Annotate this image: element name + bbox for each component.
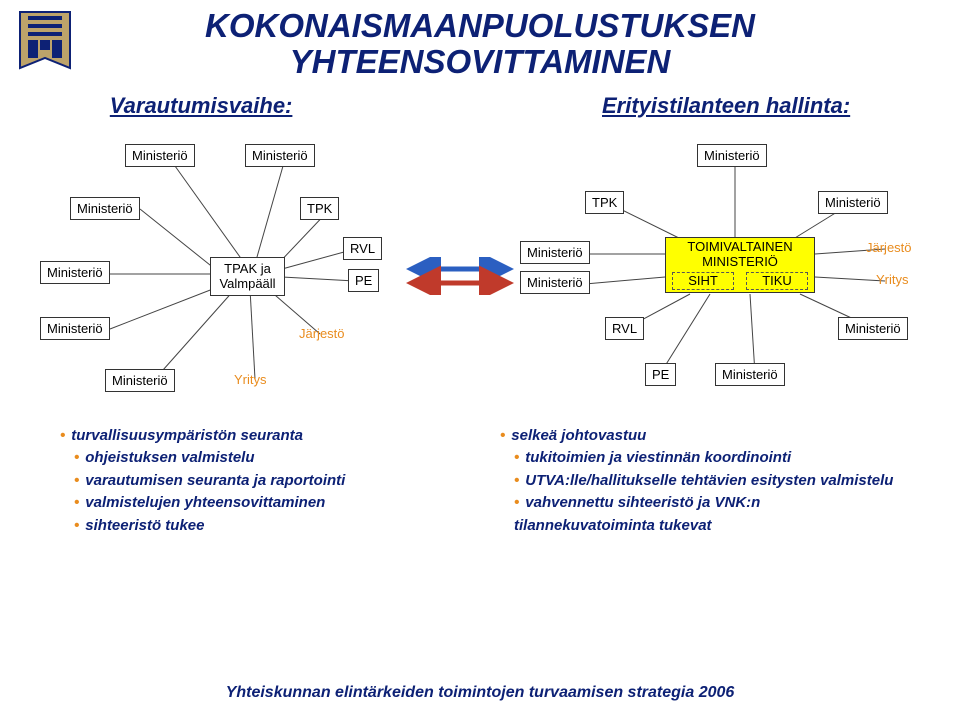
bullet-item: UTVA:lle/hallitukselle tehtävien esityst… [514,470,900,493]
title-line-1: KOKONAISMAANPUOLUSTUKSEN [0,8,960,44]
left-ministerio-top-2: Ministeriö [245,144,315,168]
right-yritys: Yritys [870,269,915,291]
left-ministerio-top-1: Ministeriö [125,144,195,168]
bullet-item: turvallisuusympäristön seuranta [60,425,460,448]
right-ministerio-right: Ministeriö [838,317,908,341]
bullet-item: valmistelujen yhteensovittaminen [74,492,460,515]
title-block: KOKONAISMAANPUOLUSTUKSEN YHTEENSOVITTAMI… [0,0,960,119]
left-yritys: Yritys [228,369,273,391]
double-arrow [405,257,515,300]
left-rvl: RVL [343,237,382,261]
bullet-item: ohjeistuksen valmistelu [74,447,460,470]
bullet-item: varautumisen seuranta ja raportointi [74,470,460,493]
subtitle-right: Erityistilanteen hallinta: [602,93,850,119]
left-pe: PE [348,269,379,293]
left-center-tpak: TPAK ja Valmpääll [210,257,285,296]
bullet-item: selkeä johtovastuu [500,425,900,448]
right-ministerio-top: Ministeriö [697,144,767,168]
bullets-left: turvallisuusympäristön seurantaohjeistuk… [60,425,460,538]
bullet-item: tukitoimien ja viestinnän koordinointi [514,447,900,470]
footer-text: Yhteiskunnan elintärkeiden toimintojen t… [0,684,960,702]
subtitle-left: Varautumisvaihe: [110,93,293,119]
right-ministerio-bot: Ministeriö [715,363,785,387]
left-tpk: TPK [300,197,339,221]
bullet-item: vahvennettu sihteeristö ja VNK:n tilanne… [514,492,900,537]
toimivaltainen-line2: MINISTERIÖ [666,254,814,270]
toimivaltainen-line1: TOIMIVALTAINEN [666,239,814,255]
right-ministerio-tr: Ministeriö [818,191,888,215]
tiku-label: TIKU [746,273,808,289]
right-tpk: TPK [585,191,624,215]
left-ministerio-5: Ministeriö [105,369,175,393]
bullets-right: selkeä johtovastuutukitoimien ja viestin… [500,425,900,538]
siht-label: SIHT [672,273,734,289]
right-rvl: RVL [605,317,644,341]
right-pe: PE [645,363,676,387]
right-toimivaltainen-box: TOIMIVALTAINEN MINISTERIÖ SIHT TIKU [665,237,815,293]
bullet-item: sihteeristö tukee [74,515,460,538]
bullets-area: turvallisuusympäristön seurantaohjeistuk… [0,425,960,538]
right-ministerio-r1: Ministeriö [520,241,590,265]
right-ministerio-r2: Ministeriö [520,271,590,295]
right-jarjesto: Järjestö [860,237,918,259]
title-line-2: YHTEENSOVITTAMINEN [0,44,960,80]
left-ministerio-left: Ministeriö [70,197,140,221]
fortress-logo [18,10,72,70]
left-ministerio-4: Ministeriö [40,317,110,341]
left-jarjesto: Järjestö [293,323,351,345]
left-ministerio-3: Ministeriö [40,261,110,285]
diagram-stage: Ministeriö Ministeriö Ministeriö TPK Min… [0,119,960,419]
